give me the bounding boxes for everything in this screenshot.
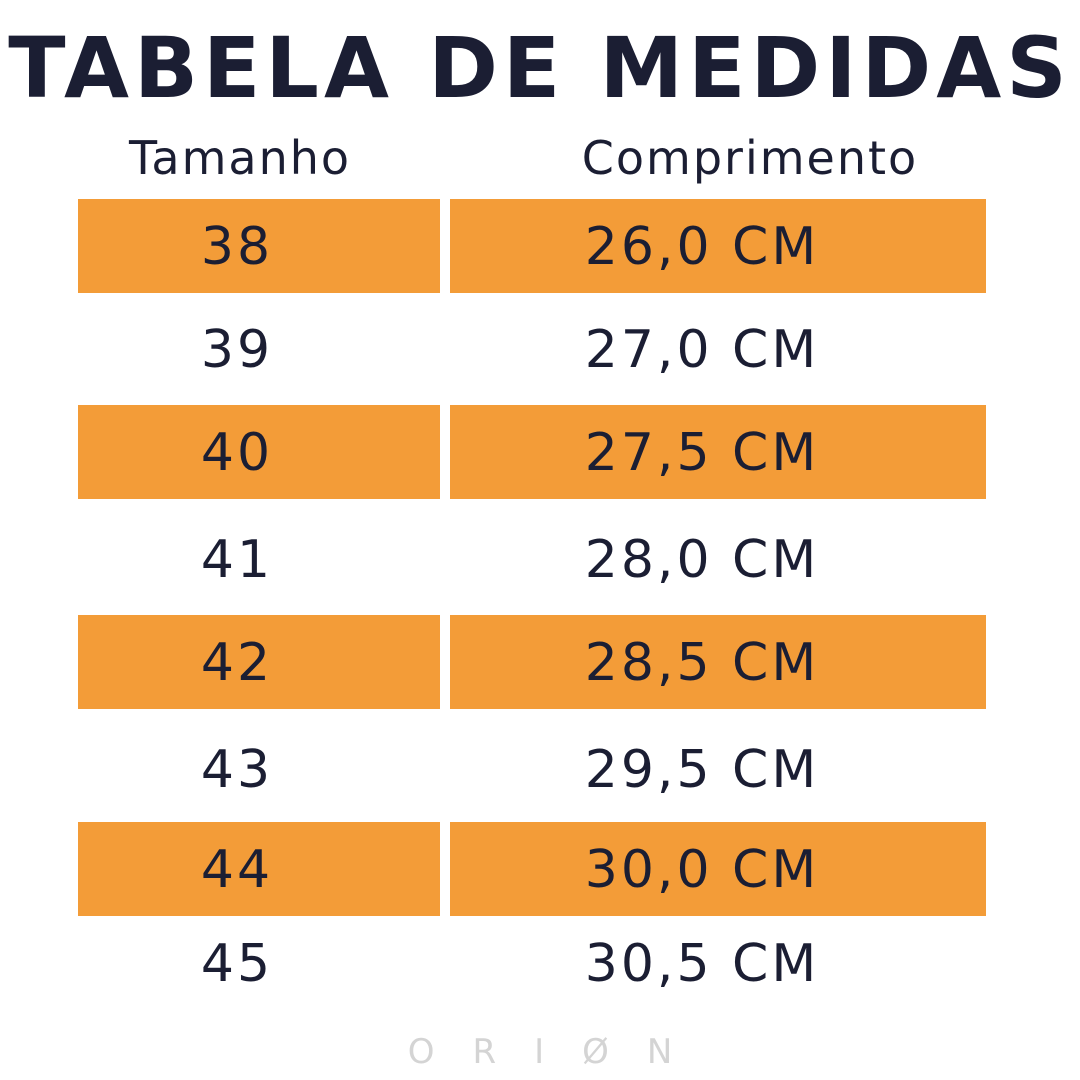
table-row: 41 28,0 CM [0,512,1080,606]
size-cell: 39 [200,320,274,380]
length-cell: 27,0 CM [584,320,820,380]
length-cell: 30,0 CM [450,822,986,916]
table-row: 39 27,0 CM [0,302,1080,396]
column-header-length: Comprimento [581,131,919,185]
table-row: 43 29,5 CM [0,722,1080,816]
table-row: 44 30,0 CM [0,822,1080,916]
length-cell: 26,0 CM [450,199,986,293]
length-cell: 27,5 CM [450,405,986,499]
size-cell: 40 [78,405,440,499]
length-cell: 28,0 CM [584,530,820,590]
size-cell: 44 [78,822,440,916]
length-cell: 29,5 CM [584,740,820,800]
table-row: 38 26,0 CM [0,199,1080,293]
size-cell: 42 [78,615,440,709]
brand-logo: ORIØN [407,1032,711,1072]
page-title: TABELA DE MEDIDAS [8,19,1072,117]
length-cell: 30,5 CM [584,934,820,994]
size-cell: 43 [200,740,274,800]
size-cell: 45 [200,934,274,994]
size-cell: 38 [78,199,440,293]
table-row: 40 27,5 CM [0,405,1080,499]
table-row: 45 30,5 CM [0,916,1080,1010]
length-cell: 28,5 CM [450,615,986,709]
column-header-size: Tamanho [128,131,352,185]
table-row: 42 28,5 CM [0,615,1080,709]
size-cell: 41 [200,530,274,590]
